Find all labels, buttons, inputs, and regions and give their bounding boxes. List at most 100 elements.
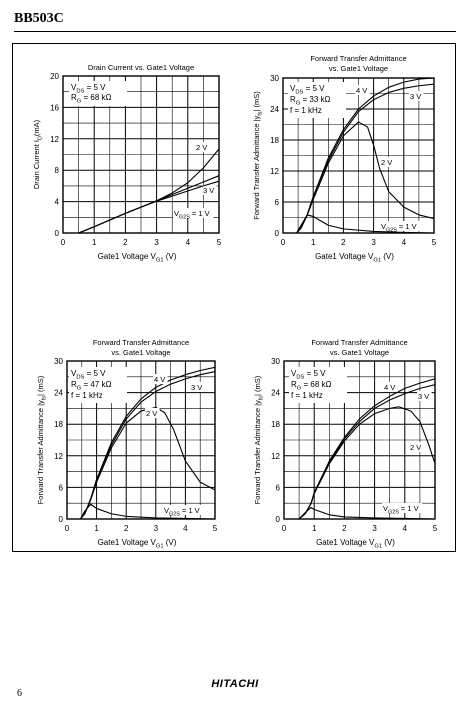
x-tick-label: 3 xyxy=(372,524,377,533)
x-tick-label: 4 xyxy=(186,238,191,247)
series-label: 3 V xyxy=(191,383,202,392)
brand-logo: HITACHI xyxy=(211,678,259,690)
page-number: 6 xyxy=(17,688,22,699)
series-label: 2 V xyxy=(410,443,421,452)
conditions-bg xyxy=(69,81,127,106)
series-label-bg xyxy=(409,442,424,452)
series-label-bg xyxy=(380,157,395,167)
y-tick-label: 0 xyxy=(275,229,280,238)
y-tick-label: 8 xyxy=(55,166,60,175)
condition-text: f = 1 kHz xyxy=(291,391,323,400)
series-label-bg xyxy=(163,505,204,515)
condition-text: VDS = 5 V xyxy=(291,369,326,380)
series-line-4 xyxy=(298,506,436,520)
x-tick-label: 0 xyxy=(65,524,70,533)
y-tick-label: 24 xyxy=(270,105,279,114)
conditions-bg xyxy=(289,367,347,403)
y-tick-label: 18 xyxy=(270,136,279,145)
chart-title: Drain Current vs. Gate1 Voltage xyxy=(88,63,194,72)
x-tick-label: 4 xyxy=(403,524,408,533)
x-axis-label: Gate1 Voltage VG1 (V) xyxy=(98,252,177,263)
x-tick-label: 0 xyxy=(282,524,287,533)
y-tick-label: 12 xyxy=(271,452,280,461)
x-tick-label: 1 xyxy=(311,238,316,247)
y-tick-label: 30 xyxy=(271,357,280,366)
y-tick-label: 4 xyxy=(55,198,60,207)
plot-frame xyxy=(282,77,435,234)
y-tick-label: 0 xyxy=(59,515,64,524)
series-label: 3 V xyxy=(418,392,429,401)
y-tick-label: 16 xyxy=(50,103,59,112)
x-tick-label: 2 xyxy=(124,524,129,533)
series-label: 2 V xyxy=(381,158,392,167)
series-label-bg xyxy=(409,91,424,101)
figure-frame xyxy=(12,43,456,552)
x-axis-label: Gate1 Voltage VG1 (V) xyxy=(98,538,177,549)
series-line-3 xyxy=(78,180,220,234)
condition-text: VDS = 5 V xyxy=(290,84,325,95)
y-tick-label: 6 xyxy=(59,483,64,492)
condition-text: RG = 33 kΩ xyxy=(290,95,331,106)
plot-frame xyxy=(283,360,436,520)
y-axis-label: Forward Transfer Admittance |yfs| (mS) xyxy=(36,375,47,504)
y-tick-label: 12 xyxy=(54,452,63,461)
header-rule xyxy=(14,31,456,32)
series-label: 4 V xyxy=(154,375,165,384)
series-label: 3 V xyxy=(410,92,421,101)
series-label: 4 V xyxy=(356,86,367,95)
x-tick-label: 2 xyxy=(342,524,347,533)
x-axis-label: Gate1 Voltage VG1 (V) xyxy=(316,538,395,549)
y-tick-label: 6 xyxy=(276,483,281,492)
series-line-3 xyxy=(79,406,216,520)
x-axis-label: Gate1 Voltage VG1 (V) xyxy=(315,252,394,263)
series-label: 4 V xyxy=(384,383,395,392)
conditions-bg xyxy=(288,82,346,118)
chart-subtitle: vs. Gate1 Voltage xyxy=(111,348,170,357)
y-tick-label: 12 xyxy=(270,167,279,176)
series-label: 2 V xyxy=(146,409,157,418)
x-tick-label: 1 xyxy=(94,524,99,533)
series-line-4 xyxy=(79,503,216,520)
condition-text: RG = 47 kΩ xyxy=(71,380,112,391)
x-tick-label: 5 xyxy=(213,524,218,533)
plot-frame xyxy=(66,360,216,520)
condition-text: VDS = 5 V xyxy=(71,83,106,94)
y-tick-label: 30 xyxy=(270,74,279,83)
series-label-bg xyxy=(202,185,217,195)
condition-text: VDS = 5 V xyxy=(71,369,106,380)
x-tick-label: 4 xyxy=(183,524,188,533)
y-tick-label: 12 xyxy=(50,135,59,144)
series-label-bg xyxy=(383,382,398,392)
x-tick-label: 4 xyxy=(402,238,407,247)
series-line-4 xyxy=(296,214,435,234)
series-label-bg xyxy=(195,142,210,152)
document-title: BB503C xyxy=(14,11,64,26)
series-label: VG2S = 1 V xyxy=(381,222,417,233)
chart-title: Forward Transfer Admittance xyxy=(311,338,407,347)
y-tick-label: 24 xyxy=(54,389,63,398)
y-tick-label: 0 xyxy=(55,229,60,238)
series-label-bg xyxy=(173,208,214,218)
x-tick-label: 3 xyxy=(371,238,376,247)
series-label-bg xyxy=(153,374,168,384)
series-line-1 xyxy=(78,148,220,234)
series-label-bg xyxy=(355,85,370,95)
y-axis-label: Drain Current ID(mA) xyxy=(32,119,43,189)
x-tick-label: 2 xyxy=(123,238,128,247)
chart-subtitle: vs. Gate1 Voltage xyxy=(329,64,388,73)
conditions-bg xyxy=(69,367,127,403)
chart-title: Forward Transfer Admittance xyxy=(93,338,189,347)
series-label-bg xyxy=(145,408,160,418)
series-label: VG2S = 1 V xyxy=(383,504,419,515)
y-axis-label: Forward Transfer Admittance |yfs| (mS) xyxy=(253,375,264,504)
x-tick-label: 5 xyxy=(432,238,437,247)
series-label-bg xyxy=(417,391,432,401)
series-line-3 xyxy=(298,406,436,520)
x-tick-label: 0 xyxy=(281,238,286,247)
series-label: 3 V xyxy=(203,186,214,195)
x-tick-label: 1 xyxy=(312,524,317,533)
